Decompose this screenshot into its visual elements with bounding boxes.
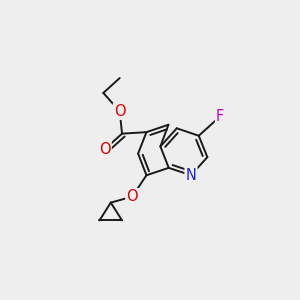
Text: O: O bbox=[126, 189, 138, 204]
Text: F: F bbox=[216, 109, 224, 124]
Text: N: N bbox=[186, 168, 196, 183]
Text: O: O bbox=[99, 142, 111, 157]
Text: O: O bbox=[114, 104, 125, 119]
